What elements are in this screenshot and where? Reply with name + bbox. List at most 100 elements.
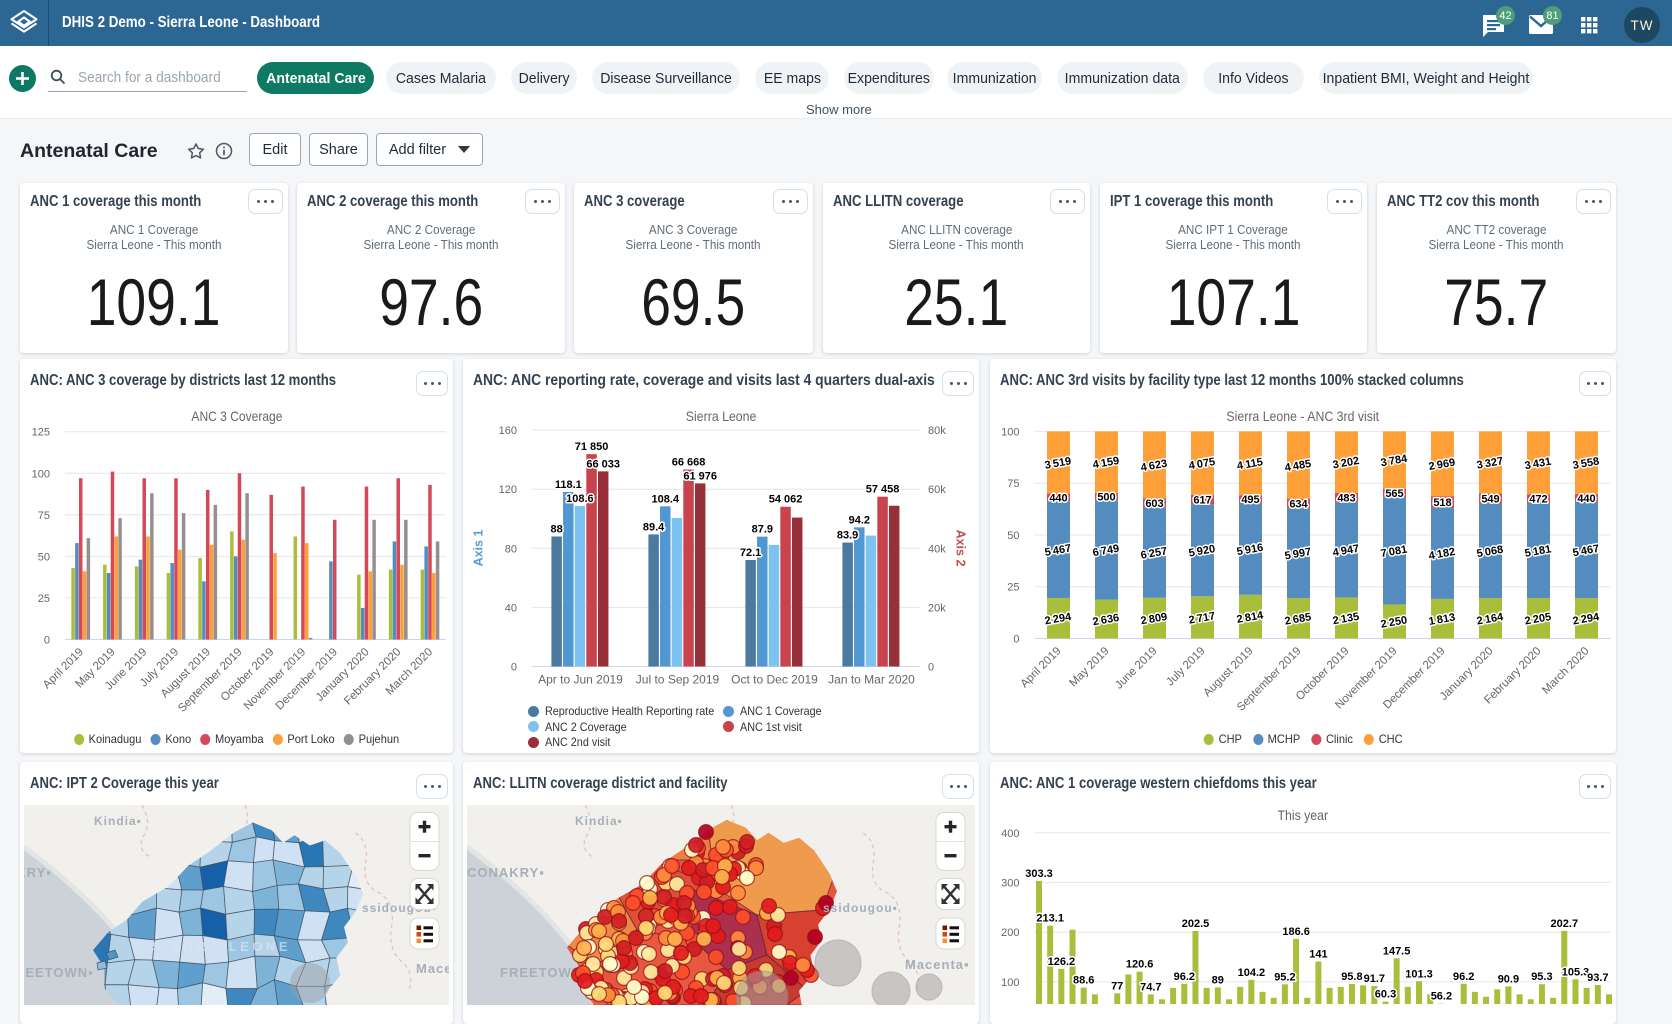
svg-text:303.3: 303.3	[1025, 868, 1053, 880]
svg-text:141: 141	[1309, 949, 1327, 961]
svg-text:66 033: 66 033	[586, 458, 620, 470]
svg-text:101.3: 101.3	[1405, 968, 1433, 980]
svg-text:89.4: 89.4	[643, 521, 665, 533]
svg-text:400: 400	[1001, 828, 1019, 840]
svg-text:March 2020: March 2020	[1540, 645, 1591, 696]
svg-text:518: 518	[1433, 497, 1451, 509]
svg-text:93.7: 93.7	[1587, 972, 1608, 984]
svg-text:Jan to Mar 2020: Jan to Mar 2020	[828, 673, 915, 687]
svg-text:Jul to Sep 2019: Jul to Sep 2019	[636, 673, 720, 687]
svg-text:25: 25	[1007, 582, 1019, 594]
svg-text:50: 50	[1007, 530, 1019, 542]
svg-text:495: 495	[1241, 494, 1259, 506]
svg-text:February 2020: February 2020	[342, 646, 403, 707]
svg-text:213.1: 213.1	[1036, 913, 1064, 925]
svg-text:126.2: 126.2	[1047, 956, 1075, 968]
svg-text:202.7: 202.7	[1550, 918, 1578, 930]
svg-text:Macenta▪: Macenta▪	[905, 957, 970, 972]
svg-text:Axis 1: Axis 1	[471, 530, 485, 567]
svg-text:71 850: 71 850	[575, 441, 609, 453]
svg-text:634: 634	[1289, 499, 1308, 511]
svg-text:CONAKRY▪: CONAKRY▪	[24, 865, 52, 880]
svg-text:75: 75	[38, 510, 50, 522]
svg-text:95.3: 95.3	[1531, 971, 1552, 983]
svg-text:120: 120	[499, 484, 517, 496]
svg-text:147.5: 147.5	[1382, 945, 1410, 957]
svg-text:88.6: 88.6	[1072, 975, 1093, 987]
svg-text:75: 75	[1007, 478, 1019, 490]
svg-text:Apr to Jun 2019: Apr to Jun 2019	[538, 673, 623, 687]
svg-text:94.2: 94.2	[849, 514, 870, 526]
svg-text:August 2019: August 2019	[1201, 645, 1255, 699]
svg-text:0: 0	[928, 662, 934, 674]
svg-text:40k: 40k	[928, 543, 946, 555]
svg-text:300: 300	[1001, 878, 1019, 890]
svg-text:95.2: 95.2	[1274, 971, 1295, 983]
svg-text:160: 160	[499, 425, 517, 437]
svg-text:108.6: 108.6	[566, 493, 594, 505]
svg-text:440: 440	[1577, 493, 1595, 505]
svg-text:96.2: 96.2	[1173, 971, 1194, 983]
svg-text:50: 50	[38, 551, 50, 563]
svg-text:90.9: 90.9	[1497, 973, 1518, 985]
svg-text:Kindia▪: Kindia▪	[94, 814, 142, 828]
svg-text:87.9: 87.9	[752, 524, 773, 536]
svg-text:80k: 80k	[928, 425, 946, 437]
svg-text:617: 617	[1193, 495, 1211, 507]
svg-text:202.5: 202.5	[1181, 918, 1209, 930]
svg-text:57 458: 57 458	[866, 484, 900, 496]
svg-text:66 668: 66 668	[672, 457, 706, 469]
svg-text:July 2019: July 2019	[1164, 645, 1207, 688]
svg-text:100: 100	[32, 468, 50, 480]
svg-text:60.3: 60.3	[1374, 989, 1395, 1001]
svg-text:565: 565	[1385, 488, 1403, 500]
svg-text:Macenta▪: Macenta▪	[416, 961, 449, 976]
svg-text:0: 0	[44, 635, 50, 647]
svg-text:472: 472	[1529, 494, 1547, 506]
svg-text:118.1: 118.1	[555, 479, 582, 491]
svg-text:56.2: 56.2	[1430, 991, 1451, 1003]
svg-text:120.6: 120.6	[1125, 959, 1153, 971]
svg-text:Oct to Dec 2019: Oct to Dec 2019	[731, 673, 818, 687]
svg-text:April 2019: April 2019	[1018, 645, 1063, 690]
svg-text:0: 0	[1013, 634, 1019, 646]
svg-text:SIERRA LEONE: SIERRA LEONE	[152, 939, 291, 954]
svg-text:25: 25	[38, 593, 50, 605]
svg-text:483: 483	[1337, 493, 1355, 505]
svg-text:186.6: 186.6	[1282, 926, 1310, 938]
svg-text:54 062: 54 062	[769, 494, 803, 506]
svg-text:603: 603	[1145, 498, 1163, 510]
svg-text:83.9: 83.9	[837, 530, 858, 542]
svg-text:FREETOWN▪: FREETOWN▪	[24, 965, 94, 980]
svg-text:125: 125	[32, 427, 50, 439]
svg-text:88: 88	[550, 524, 562, 536]
svg-text:95.8: 95.8	[1341, 971, 1362, 983]
svg-text:Axis 2: Axis 2	[954, 530, 968, 567]
svg-text:ssidougou▪: ssidougou▪	[823, 901, 898, 915]
svg-text:91.7: 91.7	[1363, 973, 1384, 985]
svg-text:Kindia▪: Kindia▪	[575, 814, 623, 828]
svg-text:440: 440	[1049, 493, 1067, 505]
svg-text:104.2: 104.2	[1237, 967, 1265, 979]
svg-text:CONAKRY▪: CONAKRY▪	[467, 865, 545, 880]
svg-text:500: 500	[1097, 491, 1115, 503]
svg-text:80: 80	[505, 543, 517, 555]
svg-text:100: 100	[1001, 977, 1019, 989]
svg-text:549: 549	[1481, 494, 1499, 506]
svg-text:40: 40	[505, 602, 517, 614]
svg-text:96.2: 96.2	[1452, 971, 1473, 983]
svg-text:100: 100	[1001, 426, 1019, 438]
svg-text:72.1: 72.1	[740, 547, 761, 559]
svg-text:108.4: 108.4	[652, 493, 680, 505]
svg-text:20k: 20k	[928, 602, 946, 614]
svg-text:May 2019: May 2019	[1067, 645, 1111, 689]
svg-text:89: 89	[1211, 974, 1223, 986]
svg-text:June 2019: June 2019	[1113, 645, 1159, 691]
svg-text:74.7: 74.7	[1140, 982, 1161, 994]
svg-text:60k: 60k	[928, 484, 946, 496]
svg-text:0: 0	[511, 662, 517, 674]
svg-text:61 976: 61 976	[683, 470, 717, 482]
svg-text:105.3: 105.3	[1561, 966, 1589, 978]
svg-text:200: 200	[1001, 927, 1019, 939]
svg-text:77: 77	[1111, 980, 1123, 992]
